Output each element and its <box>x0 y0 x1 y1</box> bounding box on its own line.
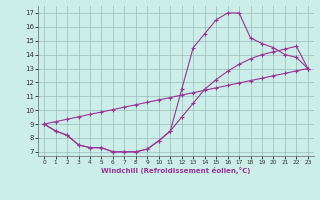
X-axis label: Windchill (Refroidissement éolien,°C): Windchill (Refroidissement éolien,°C) <box>101 167 251 174</box>
